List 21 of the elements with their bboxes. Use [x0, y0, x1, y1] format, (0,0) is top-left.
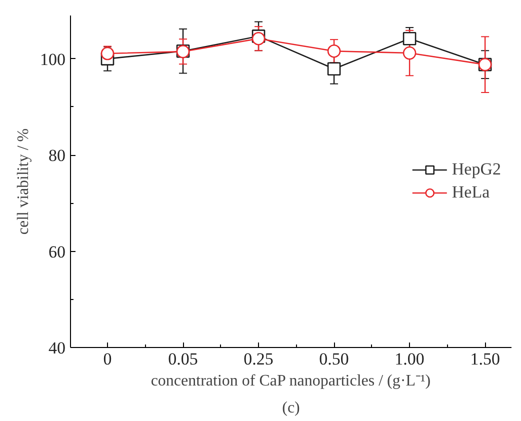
point — [252, 32, 266, 46]
y-tick-label: 40 — [48, 338, 66, 358]
x-tick-label: 0.05 — [168, 350, 198, 368]
x-tick-label: 1.50 — [470, 350, 500, 368]
x-tick-label: 0.25 — [244, 350, 274, 368]
point — [402, 32, 416, 46]
point — [100, 46, 114, 60]
y-tick-label: 100 — [40, 50, 66, 69]
legend-label: HeLa — [452, 182, 490, 202]
y-axis-title: cell viability / % — [15, 128, 32, 235]
legend-label: HepG2 — [452, 160, 501, 180]
x-tick-label: 0.50 — [319, 350, 349, 368]
x-axis-title: concentration of CaP nanoparticles / (g·L⁻¹) — [150, 372, 431, 390]
x-tick-label: 1.00 — [394, 350, 424, 368]
y-tick-label: 60 — [48, 242, 66, 262]
point — [327, 44, 341, 58]
y-tick-label: 80 — [48, 146, 66, 166]
text: (c) — [282, 400, 300, 416]
x-tick-label: 0 — [103, 350, 112, 368]
point — [327, 62, 341, 76]
point — [402, 46, 416, 60]
